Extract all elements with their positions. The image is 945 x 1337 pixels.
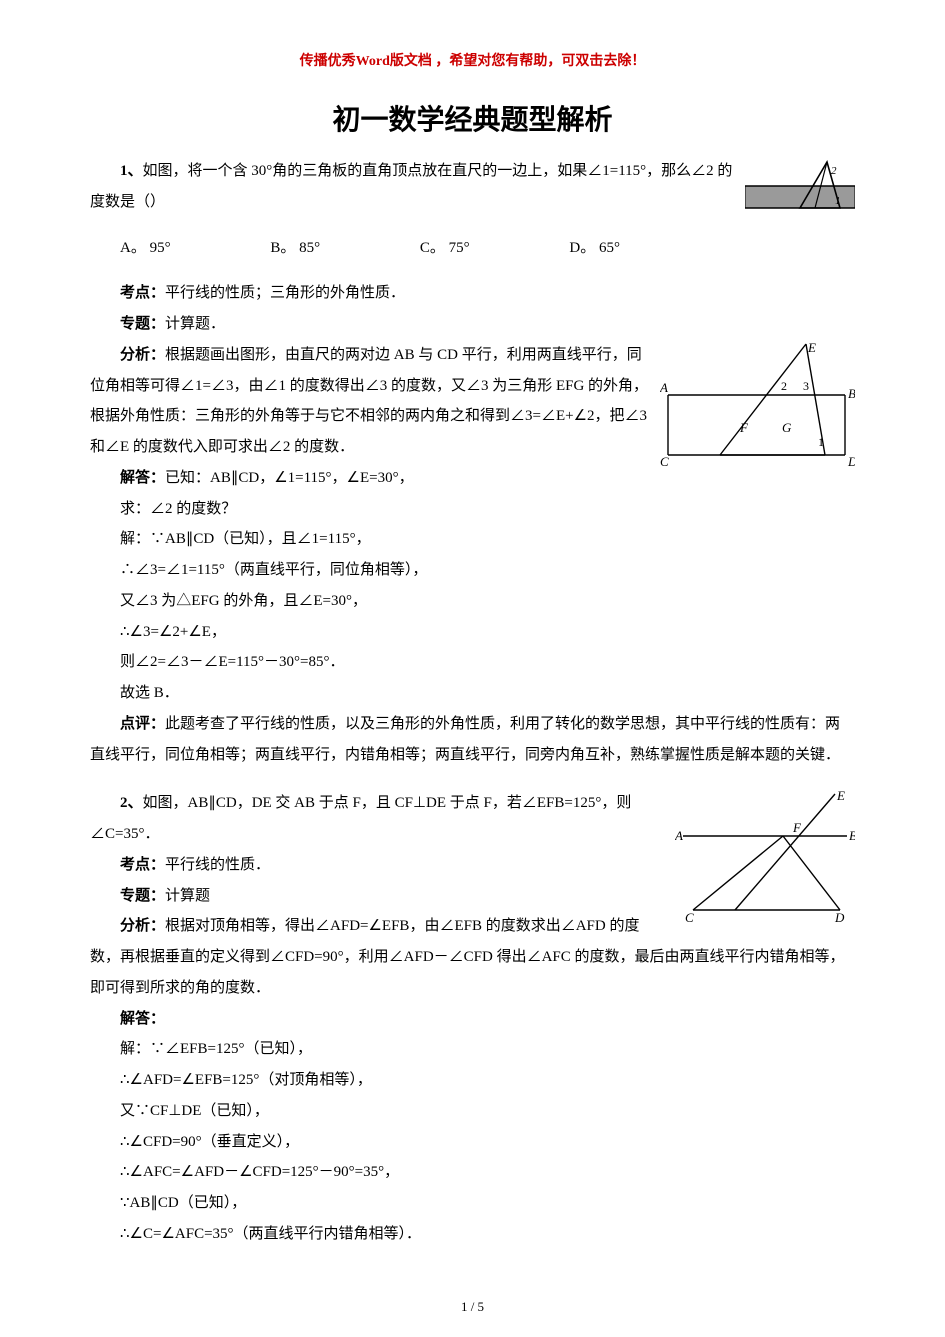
q2-step-1: ∴∠AFD=∠EFB=125°（对顶角相等）， — [90, 1065, 855, 1096]
svg-text:F: F — [792, 820, 802, 835]
svg-text:A: A — [675, 828, 683, 843]
q1-step-1: ∴∠3=∠1=115°（两直线平行，同位角相等）， — [90, 555, 855, 586]
q1-opt-b: B。 85° — [270, 240, 368, 256]
q1-kaodian: 考点：平行线的性质；三角形的外角性质． — [90, 278, 855, 309]
svg-text:2: 2 — [831, 165, 837, 177]
q1-opt-d: D。 65° — [569, 240, 668, 256]
svg-text:E: E — [836, 788, 845, 803]
q1-question: 1、如图，将一个含 30°角的三角板的直角顶点放在直尺的一边上，如果∠1=115… — [90, 156, 855, 218]
svg-text:2: 2 — [781, 379, 787, 393]
svg-text:1: 1 — [835, 195, 841, 207]
q1-step-2: 又∠3 为△EFG 的外角，且∠E=30°， — [90, 586, 855, 617]
q1-question-text: 如图，将一个含 30°角的三角板的直角顶点放在直尺的一边上，如果∠1=115°，… — [90, 163, 732, 210]
q2-jieda-label: 解答： — [90, 1004, 855, 1035]
q2-step-0: 解：∵∠EFB=125°（已知）， — [90, 1034, 855, 1065]
svg-text:A: A — [660, 380, 668, 395]
q2-step-3: ∴∠CFD=90°（垂直定义）， — [90, 1127, 855, 1158]
q2-step-6: ∴∠C=∠AFC=35°（两直线平行内错角相等）． — [90, 1219, 855, 1250]
q1-jieda-find: 求：∠2 的度数？ — [90, 494, 855, 525]
svg-text:F: F — [739, 420, 749, 435]
svg-text:3: 3 — [803, 379, 809, 393]
q1-step-4: 则∠2=∠3－∠E=115°－30°=85°． — [90, 647, 855, 678]
q1-opt-a: A。 95° — [120, 240, 219, 256]
q2-step-5: ∵AB∥CD（已知）， — [90, 1188, 855, 1219]
q1-zhuanti: 专题：计算题． — [90, 309, 855, 340]
q1-large-figure: A B C D E F G 2 3 1 — [660, 340, 855, 490]
svg-text:B: B — [848, 386, 855, 401]
page-number: 1 / 5 — [0, 1299, 945, 1315]
q1-small-figure: 2 1 — [745, 156, 855, 231]
svg-text:B: B — [849, 828, 855, 843]
q1-step-0: 解：∵AB∥CD（已知），且∠1=115°， — [90, 524, 855, 555]
q1-step-5: 故选 B． — [90, 678, 855, 709]
q1-options: A。 95° B。 85° C。 75° D。 65° — [90, 233, 855, 264]
svg-text:1: 1 — [818, 435, 824, 449]
svg-text:G: G — [782, 420, 792, 435]
q2-step-2: 又∵CF⊥DE（已知）， — [90, 1096, 855, 1127]
svg-text:C: C — [660, 454, 669, 469]
q2-question-text: 如图，AB∥CD，DE 交 AB 于点 F，且 CF⊥DE 于点 F，若∠EFB… — [90, 795, 631, 842]
header-notice: 传播优秀Word版文档 ，希望对您有帮助，可双击去除！ — [90, 50, 855, 70]
q1-step-3: ∴∠3=∠2+∠E， — [90, 617, 855, 648]
svg-text:D: D — [834, 910, 845, 925]
svg-text:C: C — [685, 910, 694, 925]
q2-step-4: ∴∠AFC=∠AFD－∠CFD=125°－90°=35°， — [90, 1157, 855, 1188]
page-title: 初一数学经典题型解析 — [90, 98, 855, 138]
q1-opt-c: C。 75° — [420, 240, 518, 256]
svg-text:E: E — [807, 340, 816, 355]
q1-dianping: 点评：此题考查了平行线的性质，以及三角形的外角性质，利用了转化的数学思想，其中平… — [90, 709, 855, 771]
q2-figure: A B C D E F — [675, 788, 855, 933]
svg-text:D: D — [847, 454, 855, 469]
